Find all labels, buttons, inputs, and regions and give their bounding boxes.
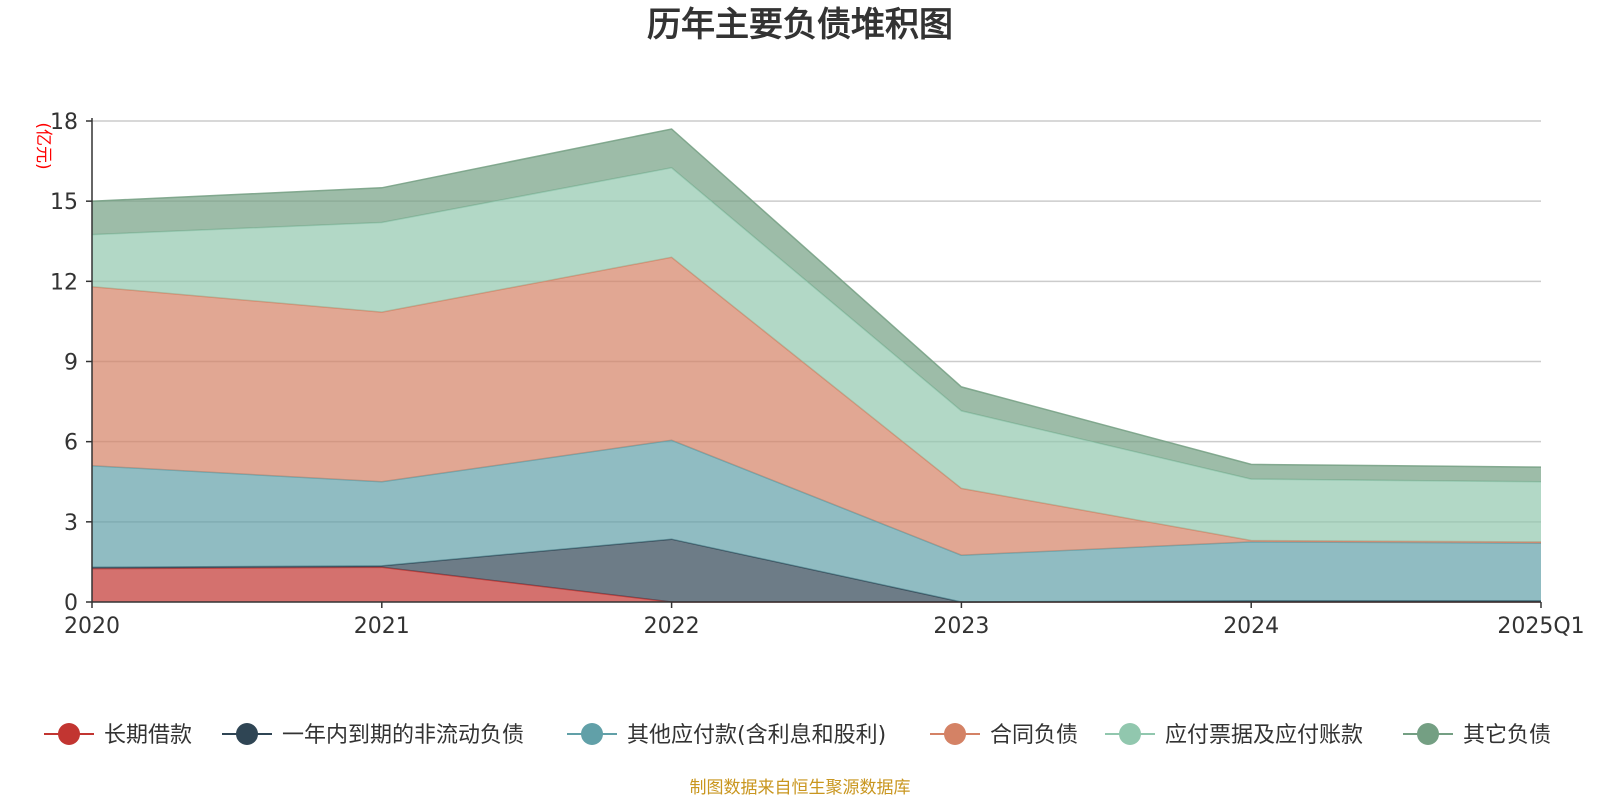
legend-marker [1417,723,1439,745]
x-tick-label: 2022 [644,614,700,639]
x-tick-label: 2024 [1223,614,1279,639]
source-note: 制图数据来自恒生聚源数据库 [690,778,911,798]
y-tick-label: 9 [64,351,78,376]
legend-marker [58,723,80,745]
legend-marker [581,723,603,745]
legend-marker [236,723,258,745]
legend-item[interactable]: 长期借款 [44,723,192,748]
area-line-5 [91,128,1542,468]
legend-marker [1119,723,1141,745]
area-1 [92,539,1541,602]
legend-item[interactable]: 合同负债 [930,723,1078,748]
y-unit-label: (亿元) [33,122,53,169]
area-series-group [91,128,1542,603]
y-tick-label: 0 [64,591,78,616]
legend-label: 合同负债 [990,723,1078,748]
area-3 [92,257,1541,556]
legend: 长期借款 一年内到期的非流动负债 其他应付款(含利息和股利) 合同负债 应付票据及应付账… [44,723,1551,748]
area-4 [92,167,1541,542]
y-tick-label: 3 [64,511,78,536]
legend-label: 长期借款 [104,723,192,748]
x-tick-label: 2025Q1 [1497,614,1584,639]
y-tick-label: 18 [50,110,78,135]
y-tick-label: 6 [64,431,78,456]
legend-item[interactable]: 应付票据及应付账款 [1105,723,1363,748]
x-tick-label: 2020 [64,614,120,639]
legend-label: 一年内到期的非流动负债 [282,723,524,748]
legend-label: 其他应付款(含利息和股利) [627,723,886,748]
chart-title: 历年主要负债堆积图 [647,5,953,45]
legend-marker [944,723,966,745]
x-tick-label: 2021 [354,614,410,639]
legend-label: 应付票据及应付账款 [1165,723,1363,748]
area-0 [92,567,1541,602]
x-tick-label: 2023 [933,614,989,639]
y-tick-label: 15 [50,190,78,215]
area-2 [92,440,1541,602]
legend-item[interactable]: 其它负债 [1403,723,1551,748]
legend-item[interactable]: 一年内到期的非流动负债 [222,723,524,748]
y-tick-label: 12 [50,270,78,295]
legend-label: 其它负债 [1463,723,1551,748]
legend-item[interactable]: 其他应付款(含利息和股利) [567,723,886,748]
